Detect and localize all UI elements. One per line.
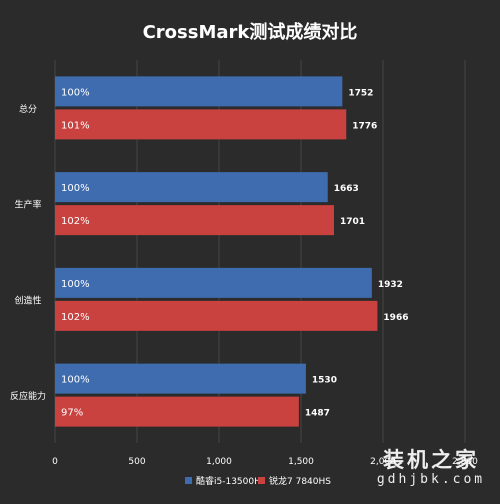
percent-label: 100% [61, 183, 90, 194]
legend-swatch [185, 477, 192, 484]
value-label: 1663 [334, 184, 359, 194]
x-tick-label: 1,500 [288, 457, 314, 467]
x-tick-label: 500 [128, 457, 145, 467]
x-tick-label: 2,000 [370, 457, 396, 467]
bar [55, 109, 347, 140]
percent-label: 97% [61, 408, 83, 419]
bar [55, 396, 299, 427]
x-tick-label: 0 [52, 457, 58, 467]
x-tick-label: 2,500 [452, 457, 478, 467]
percent-label: 100% [61, 87, 90, 98]
value-label: 1530 [312, 376, 337, 386]
bar [55, 205, 334, 236]
value-label: 1776 [352, 121, 377, 131]
bar [55, 363, 306, 394]
percent-label: 102% [61, 312, 90, 323]
bar [55, 76, 343, 107]
bar [55, 300, 378, 331]
percent-label: 101% [61, 120, 90, 131]
bar [55, 172, 328, 203]
legend-label: 锐龙7 7840HS [269, 475, 331, 487]
legend-label: 酷睿i5-13500H [196, 475, 261, 487]
value-label: 1966 [383, 313, 408, 323]
category-label: 总分 [19, 103, 37, 115]
legend-swatch [258, 477, 265, 484]
value-label: 1752 [348, 88, 373, 98]
percent-label: 102% [61, 216, 90, 227]
percent-label: 100% [61, 375, 90, 386]
bar [55, 267, 372, 298]
value-label: 1932 [378, 280, 403, 290]
value-label: 1487 [305, 409, 330, 419]
percent-label: 100% [61, 279, 90, 290]
category-label: 创造性 [14, 294, 41, 306]
x-tick-label: 1,000 [206, 457, 232, 467]
category-label: 反应能力 [10, 390, 46, 402]
value-label: 1701 [340, 217, 365, 227]
category-label: 生产率 [14, 199, 41, 211]
chart-title: CrossMark测试成绩对比 [143, 21, 358, 43]
legend: 酷睿i5-13500H 锐龙7 7840HS [185, 475, 331, 487]
